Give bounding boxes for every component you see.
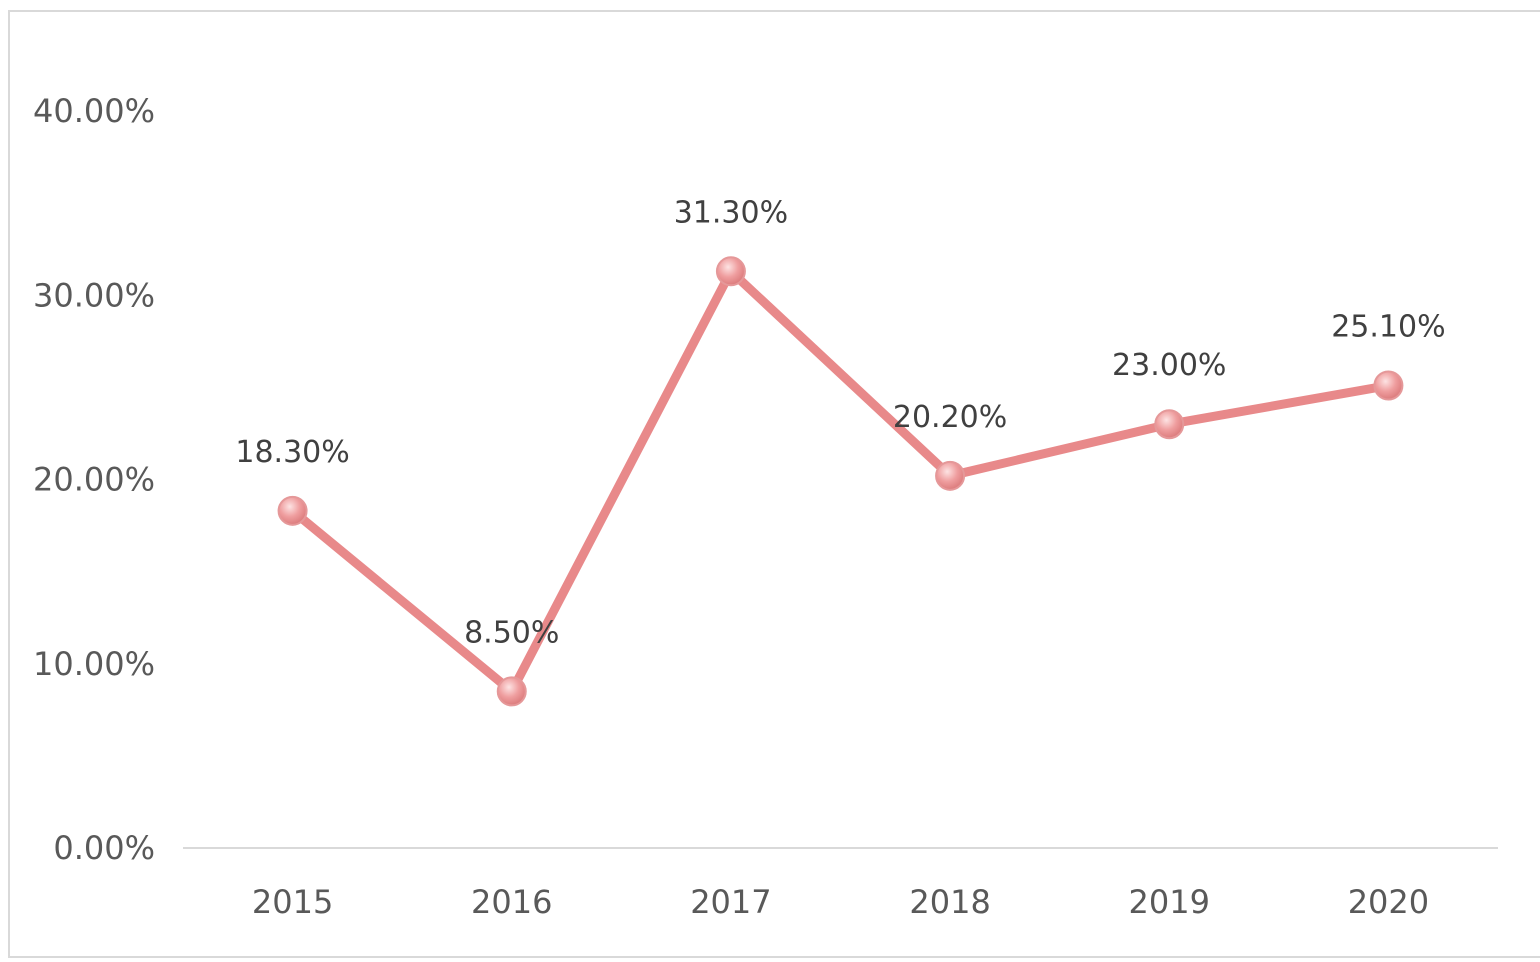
data-label: 25.10% — [1331, 310, 1445, 345]
y-tick-label: 20.00% — [33, 461, 155, 499]
y-tick-label: 40.00% — [33, 92, 155, 130]
chart-frame — [8, 10, 1540, 958]
x-tick-label: 2019 — [1129, 883, 1210, 921]
data-label: 18.30% — [235, 435, 349, 470]
data-label: 8.50% — [464, 615, 559, 650]
data-point — [1373, 370, 1404, 401]
data-label: 20.20% — [893, 400, 1007, 435]
x-tick-label: 2018 — [909, 883, 990, 921]
data-point — [277, 495, 308, 526]
data-point — [496, 676, 527, 707]
y-axis-ticks: 0.00% 10.00% 20.00% 30.00% 40.00% — [33, 92, 155, 867]
data-point — [935, 460, 966, 491]
x-tick-label: 2016 — [471, 883, 552, 921]
y-tick-label: 30.00% — [33, 276, 155, 314]
data-label: 23.00% — [1112, 348, 1226, 383]
series-layer — [277, 256, 1404, 707]
x-tick-label: 2020 — [1348, 883, 1429, 921]
x-tick-label: 2015 — [252, 883, 333, 921]
data-point — [715, 256, 746, 287]
x-tick-label: 2017 — [690, 883, 771, 921]
data-labels: 18.30% 8.50% 31.30% 20.20% 23.00% 25.10% — [235, 195, 1445, 650]
series-line — [288, 266, 1393, 696]
data-label: 31.30% — [674, 195, 788, 230]
y-tick-label: 0.00% — [53, 829, 155, 867]
y-tick-label: 10.00% — [33, 645, 155, 683]
data-point — [1154, 409, 1185, 440]
x-axis-ticks: 2015 2016 2017 2018 2019 2020 — [252, 883, 1429, 921]
